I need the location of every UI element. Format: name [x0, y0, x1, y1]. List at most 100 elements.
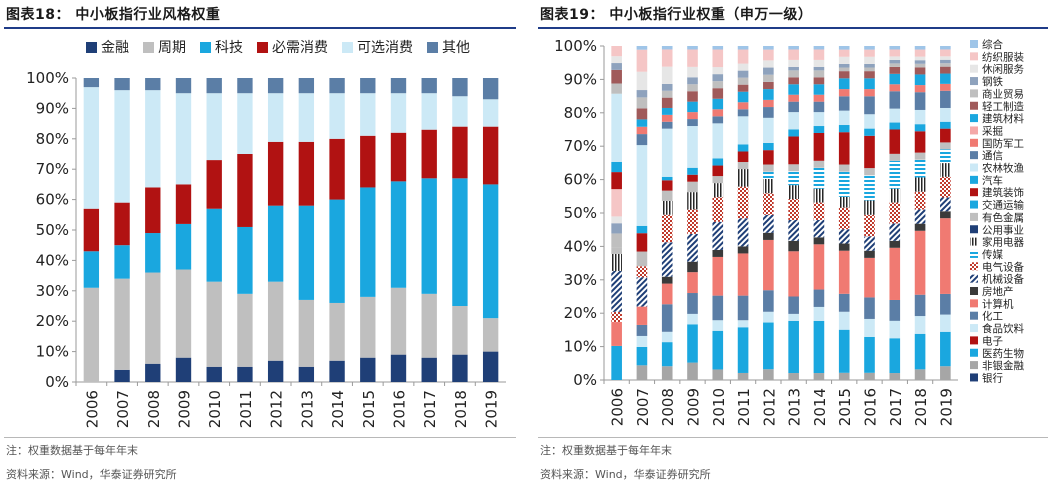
bar-segment: [329, 138, 345, 200]
bar-segment: [611, 311, 622, 323]
bar-segment: [145, 233, 161, 273]
bar-segment: [763, 239, 774, 291]
bar-segment: [838, 196, 850, 208]
bar-segment: [390, 132, 407, 182]
bar-segment: [611, 322, 622, 346]
bar-segment: [482, 351, 499, 382]
bar-segment: [914, 131, 926, 153]
bar-segment: [788, 373, 799, 380]
bar-segment: [661, 121, 673, 129]
bar-segment: [763, 117, 774, 143]
bar-segment: [940, 121, 951, 129]
legend-swatch: [970, 373, 978, 382]
bar-segment: [838, 96, 850, 111]
bar-segment: [175, 223, 192, 270]
bar-segment: [838, 132, 850, 165]
bar-segment: [813, 132, 825, 161]
bar-segment: [940, 59, 951, 64]
bar-segment: [390, 354, 407, 382]
bar-segment: [914, 67, 926, 75]
bar-segment: [712, 176, 724, 184]
bar-segment: [206, 78, 222, 94]
bar-segment: [267, 78, 284, 94]
bar-segment: [611, 172, 622, 190]
y-tick-label: 10%: [36, 343, 69, 361]
bar-segment: [712, 369, 724, 380]
bar-segment: [813, 289, 825, 307]
bar-segment: [788, 49, 799, 60]
x-tick-label: 2010: [710, 388, 728, 426]
bar-segment: [298, 141, 315, 206]
legend-label: 科技: [215, 40, 243, 56]
bar-segment: [889, 63, 901, 67]
bar-segment: [712, 221, 724, 250]
legend-label: 通信: [982, 150, 1003, 162]
bar-segment: [687, 91, 698, 102]
bar-segment: [864, 250, 875, 258]
bar-segment: [940, 66, 951, 74]
y-tick-label: 10%: [564, 338, 597, 356]
bar-segment: [206, 93, 222, 161]
y-tick-label: 40%: [36, 251, 69, 269]
legend-swatch: [970, 274, 978, 283]
bar-segment: [661, 200, 673, 215]
legend-label: 房地产: [982, 285, 1014, 298]
bar-segment: [712, 74, 724, 82]
bar-segment: [712, 116, 724, 124]
chart-note: 注：权重数据基于每年年末: [540, 444, 672, 457]
bar-segment: [864, 78, 875, 90]
bar-segment: [914, 152, 926, 160]
legend-label: 纺织服装: [982, 50, 1024, 63]
figure-18-panel: 图表18： 中小板指行业风格权重 0% 10% 20% 30% 40% 50% 60% 70%…: [0, 0, 520, 489]
x-tick-label: 2008: [145, 390, 163, 428]
bar-segment: [636, 306, 648, 325]
y-tick-label: 30%: [36, 282, 69, 300]
bar-segment: [788, 77, 799, 85]
bar-segment: [661, 366, 673, 380]
bar-segment: [737, 70, 749, 78]
bar-segment: [237, 154, 253, 227]
bar-segment: [813, 373, 825, 380]
bar-segment: [390, 93, 407, 133]
legend-swatch: [970, 287, 978, 295]
bar-segment: [940, 83, 951, 91]
bar-segment: [329, 302, 345, 361]
bar-segment: [687, 192, 698, 210]
bar-segment: [813, 160, 825, 168]
bar-segment: [329, 199, 345, 303]
x-tick-label: 2012: [760, 388, 778, 426]
x-tick-label: 2011: [735, 388, 753, 426]
bar-segment: [611, 46, 622, 57]
bar-segment: [864, 49, 875, 57]
bar-segment: [360, 357, 376, 382]
bar-segment: [611, 345, 622, 380]
y-tick-label: 40%: [564, 237, 597, 255]
bar-segment: [452, 96, 468, 127]
bar-segment: [421, 129, 437, 179]
bar-segment: [788, 199, 799, 220]
bar-segment: [940, 107, 951, 122]
legend-swatch: [970, 225, 978, 234]
bar-segment: [914, 333, 926, 370]
bar-segment: [298, 299, 315, 367]
bar-segment: [114, 369, 130, 382]
bar-segment: [914, 159, 926, 178]
bar-segment: [889, 247, 901, 300]
legend-swatch: [970, 40, 978, 48]
bar-segment: [687, 313, 698, 325]
bar-segment: [914, 60, 926, 64]
y-tick-label: 80%: [564, 104, 597, 122]
bar-segment: [864, 114, 875, 129]
bar-segment: [737, 218, 749, 247]
bar-segment: [838, 229, 850, 244]
legend-swatch: [970, 361, 978, 370]
bar-segment: [661, 304, 673, 332]
bar-segment: [940, 163, 951, 177]
bar-segment: [914, 85, 926, 93]
bar-segment: [838, 250, 850, 294]
bar-segment: [636, 233, 648, 252]
bar-segment: [712, 295, 724, 321]
bar-segment: [712, 46, 724, 50]
bar-segment: [661, 128, 673, 177]
bar-segment: [788, 171, 799, 186]
